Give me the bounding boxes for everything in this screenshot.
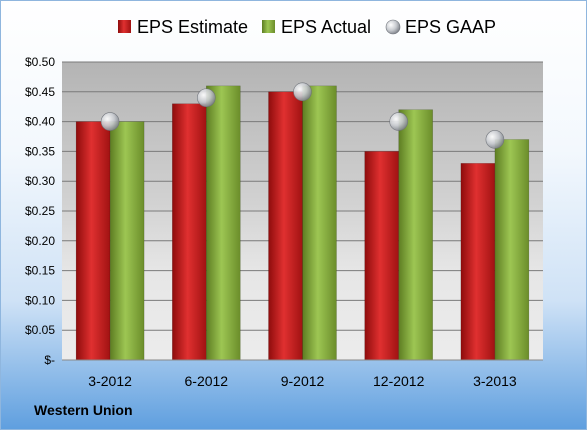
eps-gaap-marker [293,82,312,102]
legend-swatch-gaap [385,19,401,35]
y-tick-label: $0.15 [25,264,55,278]
y-tick-label: $- [44,353,55,367]
legend-label: EPS GAAP [405,17,496,37]
x-tick-label: 12-2012 [373,373,425,389]
y-tick-label: $0.40 [25,115,55,129]
bars [75,85,530,361]
y-tick-label: $0.05 [25,323,55,337]
gaap-markers [100,82,505,149]
eps-estimate-bar [172,103,207,361]
legend-label: EPS Estimate [137,17,248,37]
eps-actual-bar [109,121,145,361]
x-tick-label: 3-2013 [473,373,517,389]
eps-gaap-marker [389,112,409,131]
y-tick-label: $0.10 [25,293,55,307]
y-tick-label: $0.20 [25,234,55,248]
eps-actual-bar [206,85,241,361]
legend: EPS Estimate EPS Actual EPS GAAP [118,17,496,37]
eps-gaap-marker [485,130,505,149]
eps-estimate-bar [460,163,496,361]
y-axis-ticks: $- $0.05 $0.10 $0.15 $0.20 $0.25 $0.30 $0.35 $0.… [25,55,55,367]
x-axis-ticks: 3-2012 6-2012 9-2012 12-2012 3-2013 [88,373,517,389]
x-tick-label: 6-2012 [185,373,229,389]
eps-actual-bar [302,85,337,361]
legend-swatch-actual [262,20,275,33]
eps-actual-bar [398,109,433,361]
eps-gaap-marker [100,112,120,131]
legend-swatch-estimate [118,20,131,33]
y-tick-label: $0.30 [25,174,55,188]
x-tick-label: 3-2012 [88,373,132,389]
y-tick-label: $0.25 [25,204,55,218]
company-label: Western Union [34,402,133,418]
x-tick-label: 9-2012 [281,373,325,389]
legend-label: EPS Actual [281,17,371,37]
eps-gaap-marker [197,88,216,108]
y-tick-label: $0.35 [25,144,55,158]
eps-actual-bar [494,139,530,361]
y-tick-label: $0.45 [25,85,55,99]
eps-estimate-bar [364,151,399,361]
eps-estimate-bar [268,91,303,361]
y-tick-label: $0.50 [25,55,55,69]
eps-estimate-bar [75,121,111,361]
